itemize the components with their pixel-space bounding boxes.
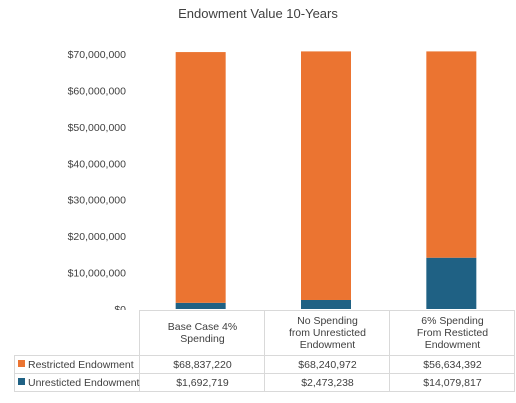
y-tick-label: $40,000,000 xyxy=(68,158,127,170)
y-tick-label: $0 xyxy=(114,304,126,310)
category-label: No Spending from Unresticted Endowment xyxy=(264,310,391,356)
category-row: Base Case 4% Spending No Spending from Unr… xyxy=(14,310,516,356)
data-label: $1,692,719 xyxy=(139,373,266,392)
table-corner xyxy=(14,310,141,356)
legend-swatch-unresticted xyxy=(18,378,25,386)
category-label-line: Base Case 4% xyxy=(167,321,238,333)
y-tick-label: $10,000,000 xyxy=(68,268,127,280)
y-tick-label: $70,000,000 xyxy=(68,49,127,61)
legend-swatch-restricted xyxy=(18,360,25,368)
category-label: 6% Spending From Resticted Endowment xyxy=(389,310,516,356)
legend-entry-unresticted: Unresticted Endowment xyxy=(13,373,141,392)
category-label-line: Endowment xyxy=(424,339,481,351)
bar-restricted xyxy=(175,52,226,303)
bar-unresticted xyxy=(175,302,226,309)
bar-restricted xyxy=(426,51,477,258)
data-label: $2,473,238 xyxy=(264,373,391,392)
bar-restricted xyxy=(301,51,351,300)
bar-unresticted xyxy=(301,299,351,309)
data-label: $68,240,972 xyxy=(264,355,391,374)
category-label-line: Endowment xyxy=(299,339,356,351)
series-name: Restricted Endowment xyxy=(28,358,134,371)
y-tick-label: $20,000,000 xyxy=(68,231,127,243)
legend-entry-restricted: Restricted Endowment xyxy=(13,355,141,374)
y-tick-label: $30,000,000 xyxy=(68,195,127,207)
category-label-line: 6% Spending xyxy=(421,315,484,327)
y-tick-label: $50,000,000 xyxy=(68,122,127,134)
chart-plot: $0 $10,000,000 $20,000,000 $30,000,000 $40,0… xyxy=(68,49,477,310)
data-label: $14,079,817 xyxy=(389,373,516,392)
category-label-line: No Spending xyxy=(297,315,358,327)
y-tick-label: $60,000,000 xyxy=(68,85,127,97)
bar-unresticted xyxy=(426,257,477,309)
series-name: Unresticted Endowment xyxy=(28,376,140,389)
category-label-line: From Resticted xyxy=(416,327,489,339)
data-table: Base Case 4% Spending No Spending from Unr… xyxy=(13,310,516,392)
category-label: Base Case 4% Spending xyxy=(139,310,266,356)
data-label: $68,837,220 xyxy=(139,355,266,374)
chart-title: Endowment Value 10-Years xyxy=(178,6,338,21)
category-label-line: Spending xyxy=(180,333,225,345)
category-label-line: from Unresticted xyxy=(288,327,366,339)
table-row-unresticted: Unresticted Endowment $1,692,719 $2,473,… xyxy=(13,373,516,392)
table-row-restricted: Restricted Endowment $68,837,220 $68,240… xyxy=(13,355,516,374)
data-label: $56,634,392 xyxy=(389,355,516,374)
